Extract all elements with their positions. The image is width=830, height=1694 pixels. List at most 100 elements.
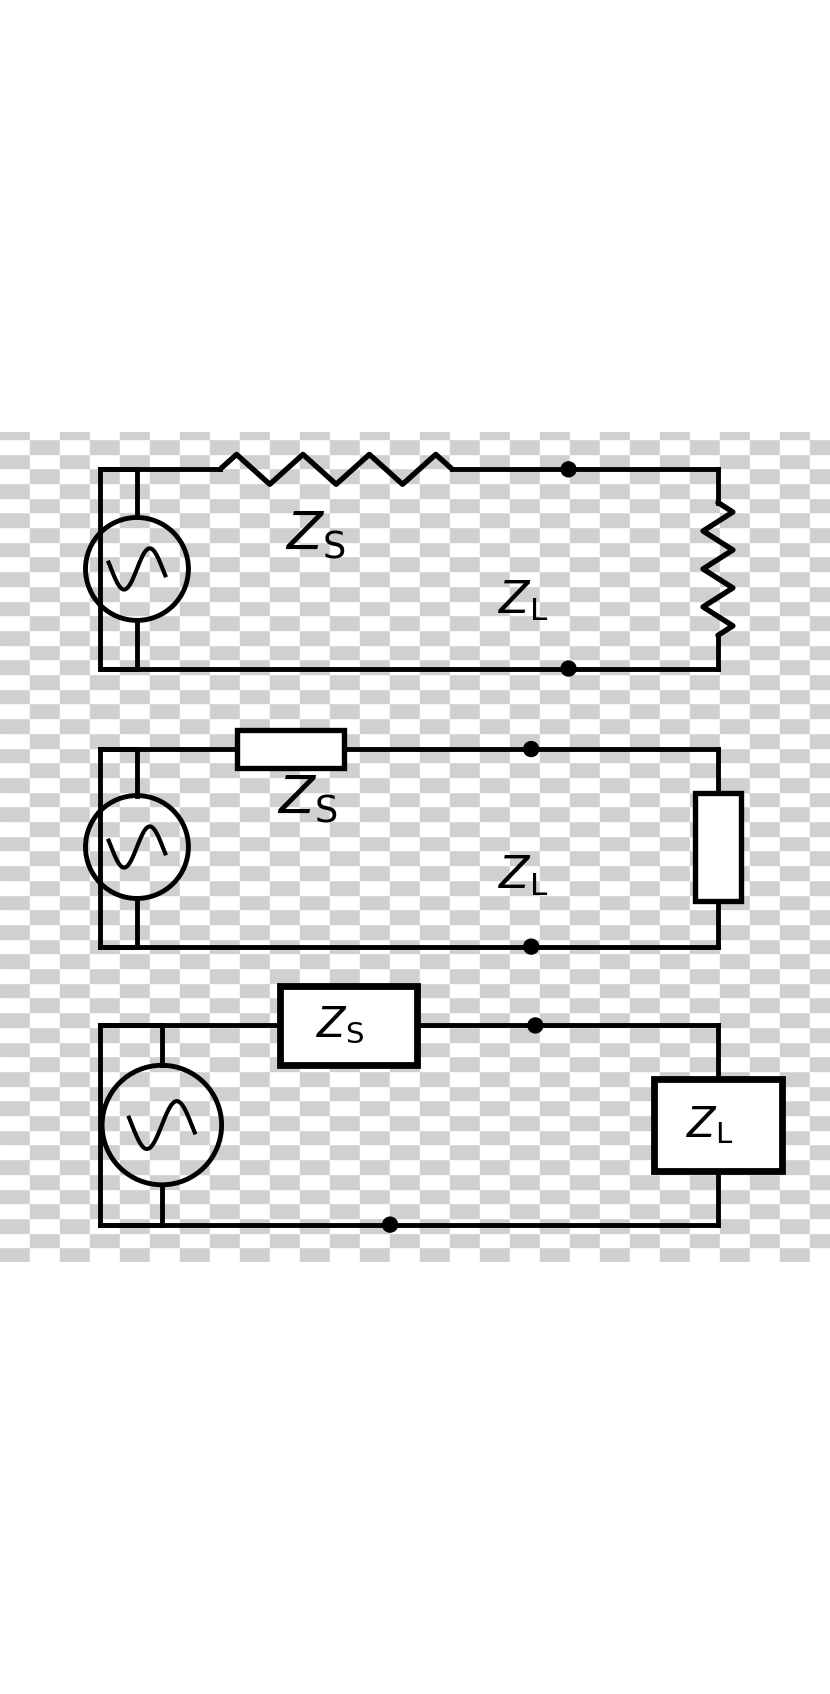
Bar (750, 527, 780, 542)
Bar (30, 498, 60, 512)
Bar (60, 747, 90, 762)
Bar (120, 410, 150, 424)
Bar (330, 601, 360, 615)
Bar (450, 1145, 480, 1159)
Bar (780, 424, 810, 439)
Bar (780, 454, 810, 468)
Bar (750, 703, 780, 718)
Bar (270, 1145, 300, 1159)
Bar (0, 791, 30, 806)
Bar (570, 527, 600, 542)
Bar (510, 1115, 540, 1130)
Bar (660, 410, 690, 424)
Bar (780, 1159, 810, 1174)
Bar (450, 747, 480, 762)
Bar (510, 879, 540, 894)
Bar (390, 762, 420, 778)
Bar (60, 659, 90, 674)
Bar (300, 483, 330, 498)
Bar (330, 703, 360, 718)
Bar (270, 512, 300, 527)
Bar (660, 1057, 690, 1071)
Bar (150, 718, 180, 734)
Bar (570, 1159, 600, 1174)
Bar (600, 1233, 630, 1247)
Bar (570, 586, 600, 601)
Bar (300, 879, 330, 894)
Bar (630, 791, 660, 806)
Bar (750, 850, 780, 866)
Bar (30, 835, 60, 850)
Bar (690, 1086, 720, 1101)
Bar (60, 1115, 90, 1130)
Bar (420, 1174, 450, 1189)
Bar (480, 1011, 510, 1027)
Bar (240, 806, 270, 822)
Bar (750, 1203, 780, 1218)
Bar (300, 424, 330, 439)
Bar (330, 1174, 360, 1189)
Bar (390, 983, 420, 998)
Bar (690, 998, 720, 1011)
Bar (300, 1115, 330, 1130)
Bar (210, 674, 240, 689)
Bar (360, 822, 390, 835)
Bar (450, 571, 480, 586)
Bar (570, 998, 600, 1011)
Bar (660, 1071, 690, 1086)
Bar (420, 1218, 450, 1233)
Bar (0, 601, 30, 615)
Bar (240, 527, 270, 542)
Bar (0, 1130, 30, 1145)
Bar (810, 630, 830, 645)
Bar (540, 468, 570, 483)
Bar (390, 1027, 420, 1042)
Bar (210, 894, 240, 910)
Bar (450, 954, 480, 967)
Bar (90, 734, 120, 747)
Bar (690, 498, 720, 512)
Bar (120, 762, 150, 778)
Bar (240, 410, 270, 424)
Bar (360, 468, 390, 483)
Bar (570, 410, 600, 424)
Bar (780, 468, 810, 483)
Bar (750, 512, 780, 527)
Bar (390, 512, 420, 527)
Bar (360, 1027, 390, 1042)
Bar (690, 1057, 720, 1071)
Bar (630, 998, 660, 1011)
Bar (660, 791, 690, 806)
Bar (570, 556, 600, 571)
Bar (0, 850, 30, 866)
Bar (690, 1027, 720, 1042)
Bar (720, 1189, 750, 1203)
Bar (330, 822, 360, 835)
Bar (570, 866, 600, 879)
Bar (420, 762, 450, 778)
Bar (660, 1247, 690, 1262)
Bar (300, 556, 330, 571)
Bar (30, 718, 60, 734)
Bar (480, 527, 510, 542)
Bar (750, 615, 780, 630)
Bar (390, 439, 420, 454)
Bar (120, 866, 150, 879)
Bar (630, 542, 660, 556)
Bar (450, 1174, 480, 1189)
Bar (570, 512, 600, 527)
Bar (780, 659, 810, 674)
Bar (660, 424, 690, 439)
Bar (480, 439, 510, 454)
Bar (0, 410, 30, 424)
Bar (180, 894, 210, 910)
Bar (630, 1130, 660, 1145)
Bar (660, 703, 690, 718)
Bar (660, 527, 690, 542)
Bar (120, 822, 150, 835)
Bar (450, 778, 480, 791)
Bar (660, 630, 690, 645)
Bar (810, 850, 830, 866)
Bar (450, 1247, 480, 1262)
Bar (360, 1159, 390, 1174)
